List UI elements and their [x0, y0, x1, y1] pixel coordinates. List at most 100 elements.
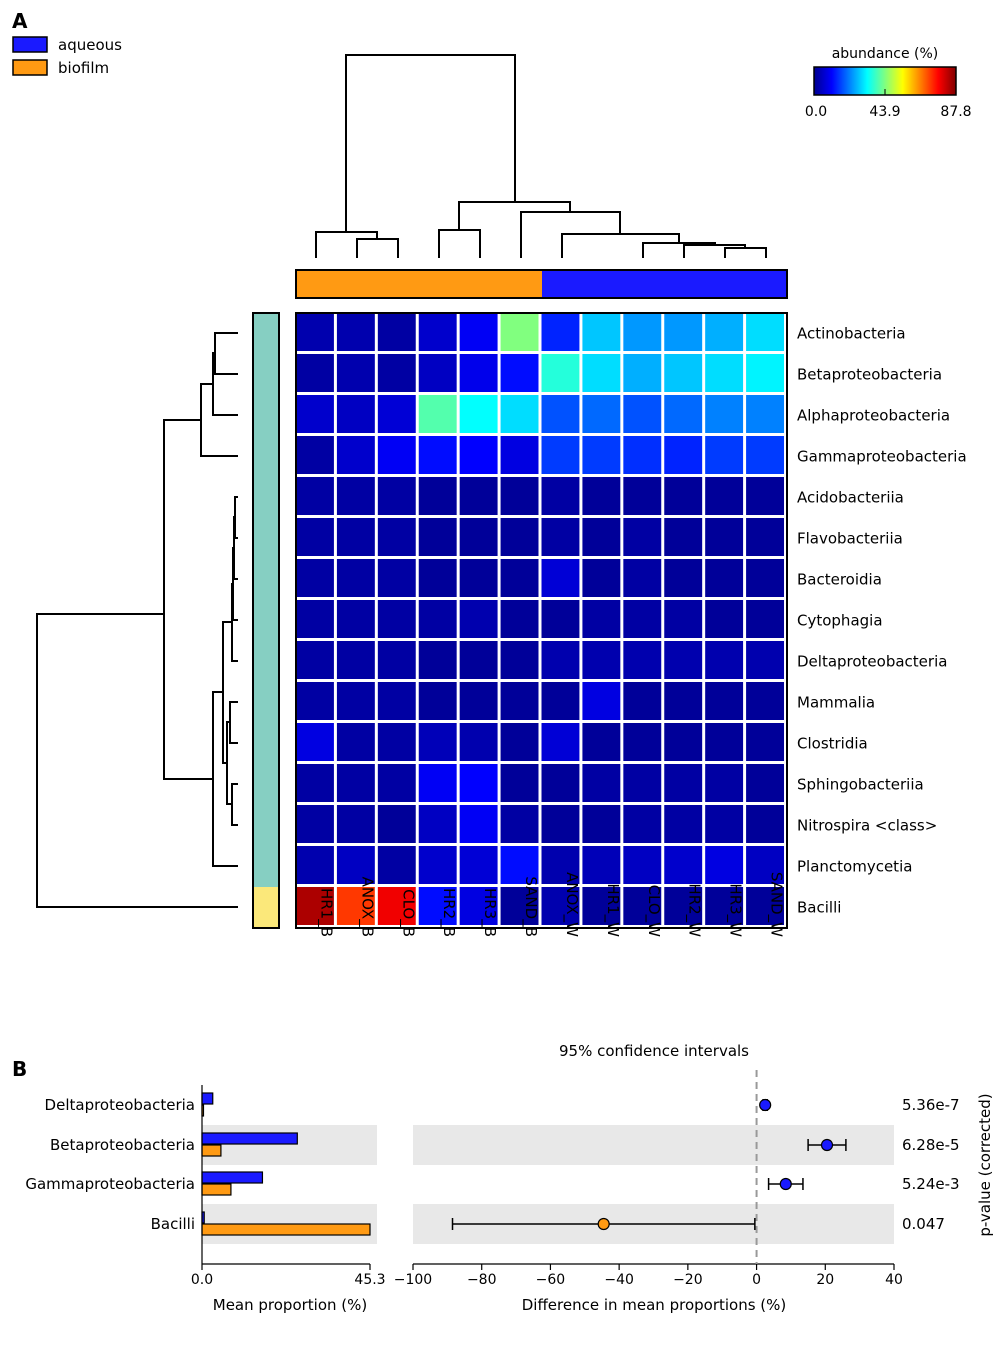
- heatmap-cell-deltaproteobacteria-sand-b: [500, 641, 539, 679]
- panel-b-label: B: [12, 1057, 27, 1081]
- row-label-cytophagia: Cytophagia: [797, 612, 883, 630]
- heatmap-cell-betaproteobacteria-hr3-b: [459, 354, 498, 392]
- heatmap-cell-gammaproteobacteria-clo-w: [623, 436, 662, 474]
- heatmap-cell-sphingobacteriia-clo-b: [377, 764, 416, 802]
- heatmap-cell-actinobacteria-clo-b: [377, 313, 416, 351]
- heatmap-cell-planctomycetia-sand-b: [500, 846, 539, 884]
- legend-swatch-aqueous: [12, 36, 48, 53]
- heatmap-cell-nitrospira-class-clo-w: [623, 805, 662, 843]
- row-label-deltaproteobacteria: Deltaproteobacteria: [797, 653, 947, 671]
- bar-row-label-betaproteobacteria: Betaproteobacteria: [50, 1136, 195, 1154]
- bar-x-tick-label-min: 0.0: [191, 1272, 213, 1288]
- column-label-hr2-b: HR2_B: [439, 888, 458, 937]
- heatmap-cell-planctomycetia-anox-b: [336, 846, 375, 884]
- heatmap-cell-betaproteobacteria-hr2-w: [664, 354, 703, 392]
- heatmap-cell-bacilli-sand-w: [746, 887, 784, 925]
- heatmap-cell-flavobacteriia-hr3-b: [459, 518, 498, 556]
- heatmap-cell-actinobacteria-clo-w: [623, 313, 662, 351]
- mean-proportion-axis: 0.0 45.3 Mean proportion (%): [191, 1085, 386, 1314]
- row-label-flavobacteriia: Flavobacteriia: [797, 530, 903, 548]
- heatmap-cell-deltaproteobacteria-hr1-b: [296, 641, 334, 679]
- heatmap-cell-actinobacteria-anox-b: [336, 313, 375, 351]
- column-label-clo-b: CLO_B: [398, 889, 417, 937]
- heatmap-cell-actinobacteria-hr3-b: [459, 313, 498, 351]
- row-label-actinobacteria: Actinobacteria: [797, 325, 906, 343]
- heatmap-cell-deltaproteobacteria-sand-w: [746, 641, 784, 679]
- row-label-bacilli: Bacilli: [797, 899, 841, 917]
- heatmap-cell-planctomycetia-anox-w: [541, 846, 580, 884]
- heatmap-cell-acidobacteriia-sand-w: [746, 477, 784, 515]
- heatmap-cell-betaproteobacteria-clo-b: [377, 354, 416, 392]
- heatmap-cell-clostridia-hr1-b: [296, 723, 334, 761]
- heatmap-cell-bacilli-hr3-b: [459, 887, 498, 925]
- heatmap-cell-sphingobacteriia-anox-b: [336, 764, 375, 802]
- bar-x-axis-title: Mean proportion (%): [213, 1296, 368, 1314]
- row-group-border: [252, 312, 280, 929]
- heatmap-cell-mammalia-sand-b: [500, 682, 539, 720]
- heatmap-cell-nitrospira-class-hr2-w: [664, 805, 703, 843]
- heatmap-cell-alphaproteobacteria-anox-b: [336, 395, 375, 433]
- heatmap-cell-alphaproteobacteria-anox-w: [541, 395, 580, 433]
- heatmap-cell-cytophagia-hr2-w: [664, 600, 703, 638]
- heatmap-cell-cytophagia-clo-w: [623, 600, 662, 638]
- heatmap-cell-alphaproteobacteria-hr2-w: [664, 395, 703, 433]
- ci-x-tick-label-5: 0: [752, 1272, 761, 1288]
- colorbar-title: abundance (%): [832, 46, 939, 62]
- heatmap-cell-sphingobacteriia-hr3-w: [705, 764, 744, 802]
- legend-label-aqueous: aqueous: [58, 36, 122, 54]
- column-group-bar: [295, 269, 788, 299]
- heatmap-cell-deltaproteobacteria-anox-b: [336, 641, 375, 679]
- heatmap-cell-flavobacteriia-sand-b: [500, 518, 539, 556]
- heatmap-cell-alphaproteobacteria-sand-b: [500, 395, 539, 433]
- heatmap-cell-alphaproteobacteria-sand-w: [746, 395, 784, 433]
- heatmap-cell-planctomycetia-sand-w: [746, 846, 784, 884]
- difference-row-labels: Deltaproteobacteria Betaproteobacteria Gam…: [25, 1096, 195, 1233]
- heatmap-cell-actinobacteria-hr2-w: [664, 313, 703, 351]
- heatmap: Actinobacteria Betaproteobacteria Alphapro…: [295, 312, 967, 937]
- heatmap-cell-cytophagia-sand-w: [746, 600, 784, 638]
- heatmap-cell-cytophagia-hr3-w: [705, 600, 744, 638]
- ci-point-gammaproteobacteria: [779, 1177, 792, 1191]
- pvalue-deltaproteobacteria: 5.36e-7: [902, 1096, 960, 1114]
- column-label-hr3-w: HR3_W: [726, 883, 745, 937]
- row-label-alphaproteobacteria: Alphaproteobacteria: [797, 407, 950, 425]
- heatmap-cell-flavobacteriia-sand-w: [746, 518, 784, 556]
- heatmap-cell-acidobacteriia-hr1-b: [296, 477, 334, 515]
- ci-x-tick-label-7: 40: [885, 1272, 903, 1288]
- heatmap-cell-mammalia-hr3-w: [705, 682, 744, 720]
- pvalues: 5.36e-7 6.28e-5 5.24e-3 0.047: [902, 1096, 960, 1233]
- heatmap-cell-alphaproteobacteria-clo-b: [377, 395, 416, 433]
- ci-x-tick-label-0: −100: [394, 1272, 432, 1288]
- heatmap-cell-clostridia-anox-w: [541, 723, 580, 761]
- row-label-acidobacteriia: Acidobacteriia: [797, 489, 904, 507]
- heatmap-cell-sphingobacteriia-hr3-b: [459, 764, 498, 802]
- heatmap-cell-acidobacteriia-clo-w: [623, 477, 662, 515]
- heatmap-cell-deltaproteobacteria-anox-w: [541, 641, 580, 679]
- heatmap-cell-deltaproteobacteria-hr2-w: [664, 641, 703, 679]
- column-label-sand-b: SAND_B: [521, 876, 540, 937]
- heatmap-cell-gammaproteobacteria-hr1-b: [296, 436, 334, 474]
- heatmap-cell-acidobacteriia-hr1-w: [582, 477, 621, 515]
- heatmap-cell-planctomycetia-hr2-w: [664, 846, 703, 884]
- heatmap-cell-bacilli-hr2-w: [664, 887, 703, 925]
- heatmap-cell-cytophagia-sand-b: [500, 600, 539, 638]
- heatmap-cell-betaproteobacteria-hr1-b: [296, 354, 334, 392]
- bar-biofilm-gammaproteobacteria: [201, 1183, 232, 1196]
- bar-row-label-deltaproteobacteria: Deltaproteobacteria: [45, 1096, 195, 1114]
- heatmap-cell-actinobacteria-hr1-b: [296, 313, 334, 351]
- heatmap-cell-mammalia-hr1-w: [582, 682, 621, 720]
- heatmap-cell-planctomycetia-hr1-b: [296, 846, 334, 884]
- heatmap-cell-actinobacteria-hr2-b: [418, 313, 457, 351]
- heatmap-cell-clostridia-anox-b: [336, 723, 375, 761]
- heatmap-cell-planctomycetia-hr3-b: [459, 846, 498, 884]
- heatmap-cell-acidobacteriia-clo-b: [377, 477, 416, 515]
- column-label-hr1-w: HR1_W: [603, 883, 622, 937]
- heatmap-cell-sphingobacteriia-sand-b: [500, 764, 539, 802]
- heatmap-cell-planctomycetia-hr1-w: [582, 846, 621, 884]
- ci-title: 95% confidence intervals: [559, 1042, 749, 1060]
- heatmap-cell-flavobacteriia-hr1-b: [296, 518, 334, 556]
- heatmap-cell-acidobacteriia-anox-b: [336, 477, 375, 515]
- heatmap-cell-gammaproteobacteria-sand-w: [746, 436, 784, 474]
- row-group-main: [253, 313, 279, 887]
- heatmap-cell-flavobacteriia-anox-w: [541, 518, 580, 556]
